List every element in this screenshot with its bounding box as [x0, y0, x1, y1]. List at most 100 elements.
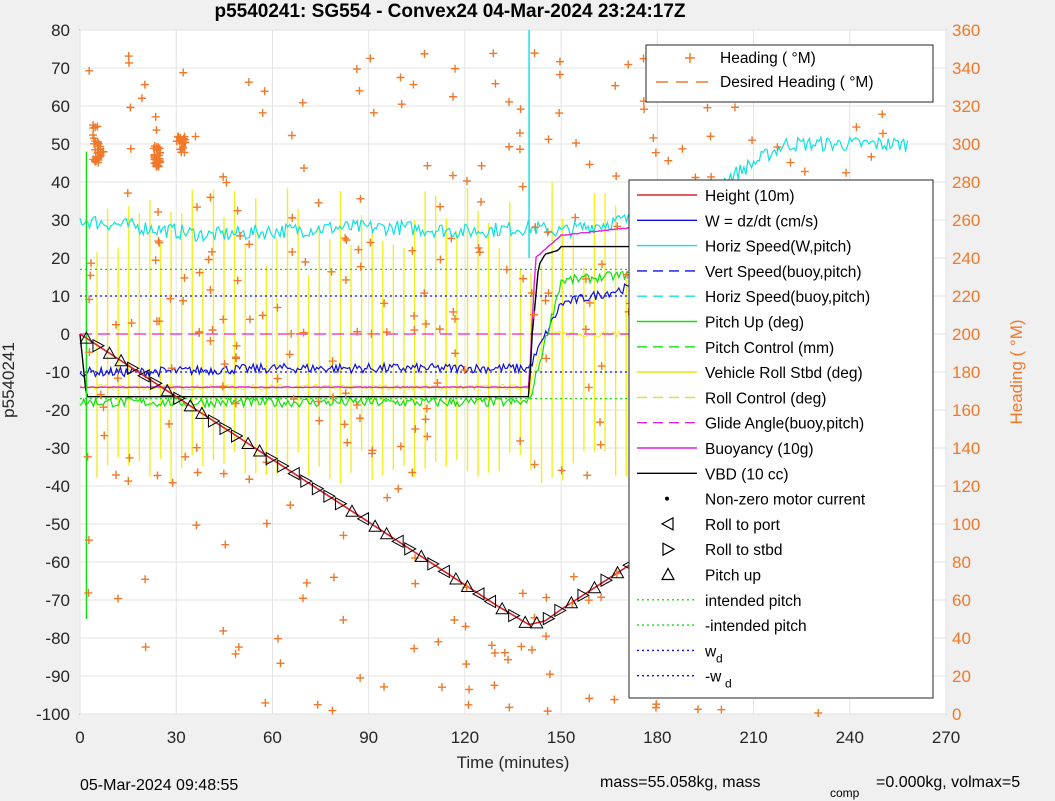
horiz-speed-w-line — [79, 134, 909, 243]
legend-label: Height (10m) — [705, 188, 795, 205]
heading-marker — [287, 329, 296, 338]
heading-marker — [328, 357, 337, 366]
y-tick-label: 0 — [61, 325, 70, 344]
depth-triangle-marker — [323, 489, 336, 504]
y-tick-label: -10 — [45, 363, 70, 382]
heading-marker — [530, 460, 539, 469]
heading-marker — [517, 642, 526, 651]
heading-marker — [219, 469, 228, 478]
heading-marker — [356, 673, 365, 682]
legend-label: Buoyancy (10g) — [705, 441, 814, 458]
heading-marker — [315, 416, 324, 425]
heading-marker — [460, 366, 469, 375]
depth-triangle-marker — [311, 481, 325, 496]
heading-marker — [154, 237, 163, 246]
heading-marker — [584, 383, 593, 392]
heading-marker — [299, 328, 308, 337]
heading-marker — [451, 349, 460, 358]
heading-marker — [124, 58, 133, 67]
heading-marker — [89, 131, 98, 140]
heading-marker — [206, 193, 215, 202]
depth-triangle-marker — [610, 565, 625, 579]
x-tick-label: 180 — [643, 728, 671, 747]
depth-triangle-marker — [414, 549, 429, 562]
heading-marker — [155, 238, 164, 247]
right-y-tick-label: 340 — [952, 59, 980, 78]
y-tick-label: 30 — [51, 211, 70, 230]
heading-marker — [434, 637, 443, 646]
heading-legend-plus — [685, 53, 695, 63]
heading-marker — [173, 132, 182, 141]
heading-marker — [515, 145, 524, 154]
heading-marker — [518, 182, 527, 191]
legend-triangle-swatch — [662, 542, 676, 557]
heading-marker — [137, 94, 146, 103]
main-legend: Height (10m) W = dz/dt (cm/s) Horiz Speed(… — [628, 179, 934, 699]
heading-marker — [179, 68, 188, 77]
heading-marker — [245, 240, 254, 249]
heading-marker — [542, 354, 551, 363]
heading-marker — [555, 109, 564, 118]
heading-marker — [518, 589, 527, 598]
heading-marker — [461, 622, 470, 631]
y-tick-label: -40 — [45, 477, 70, 496]
footer-comp: =0.000kg, volmax=5 — [876, 774, 1020, 791]
heading-marker — [298, 98, 307, 107]
heading-marker — [154, 208, 163, 217]
heading-marker — [542, 632, 551, 641]
heading-marker — [285, 350, 294, 359]
heading-marker — [233, 206, 242, 215]
right-y-tick-label: 180 — [952, 363, 980, 382]
heading-marker — [502, 265, 511, 274]
heading-marker — [302, 578, 311, 587]
depth-triangle-marker — [114, 353, 128, 367]
heading-marker — [206, 285, 215, 294]
depth-triangle-marker — [554, 603, 567, 618]
heading-marker — [274, 634, 283, 643]
heading-marker — [195, 268, 204, 277]
heading-marker — [288, 247, 297, 256]
heading-marker — [504, 655, 513, 664]
heading-marker — [422, 404, 431, 413]
heading-marker — [123, 189, 132, 198]
heading-marker — [545, 670, 554, 679]
y-tick-label: 70 — [51, 59, 70, 78]
heading-marker — [581, 325, 590, 334]
heading-marker — [95, 152, 104, 161]
y-tick-label: -80 — [45, 629, 70, 648]
heading-marker — [192, 203, 201, 212]
y-axis-label: p5540241 — [0, 342, 18, 418]
heading-marker — [166, 294, 175, 303]
heading-marker — [664, 156, 673, 165]
heading-marker — [328, 706, 337, 715]
heading-marker — [640, 105, 649, 114]
heading-marker — [85, 66, 94, 75]
heading-marker — [126, 144, 135, 153]
heading-marker — [89, 155, 98, 164]
heading-marker — [382, 328, 391, 337]
heading-marker — [341, 275, 350, 284]
legend-label: Pitch Control (mm) — [705, 340, 834, 357]
heading-marker — [515, 129, 524, 138]
depth-triangle-marker — [127, 361, 140, 376]
heading-marker — [420, 289, 429, 298]
heading-marker — [449, 307, 458, 316]
legend-triangle-swatch — [660, 516, 674, 531]
depth-triangle-marker — [334, 496, 348, 511]
legend-label: Pitch Up (deg) — [705, 315, 804, 332]
heading-marker — [516, 436, 525, 445]
footer-comp-subscript: comp — [830, 786, 860, 800]
legend-label: Non-zero motor current — [705, 492, 866, 509]
heading-marker — [112, 470, 121, 479]
right-y-tick-label: 320 — [952, 97, 980, 116]
heading-marker — [396, 442, 405, 451]
heading-marker — [543, 228, 552, 237]
y-tick-label: -70 — [45, 591, 70, 610]
heading-marker — [368, 449, 377, 458]
heading-marker — [462, 660, 471, 669]
heading-marker — [544, 135, 553, 144]
heading-marker — [717, 705, 726, 714]
depth-triangle-marker — [379, 526, 394, 540]
footer-mass: mass=55.058kg, mass — [600, 774, 761, 791]
heading-marker — [408, 468, 417, 477]
